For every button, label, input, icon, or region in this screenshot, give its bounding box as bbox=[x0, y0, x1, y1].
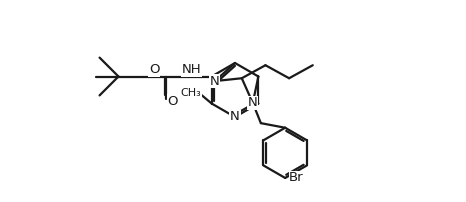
Text: O: O bbox=[149, 63, 159, 76]
Text: NH: NH bbox=[182, 63, 201, 76]
Text: N: N bbox=[248, 96, 258, 109]
Text: N: N bbox=[230, 110, 240, 123]
Text: CH₃: CH₃ bbox=[181, 88, 201, 99]
Text: Br: Br bbox=[289, 171, 304, 184]
Text: N: N bbox=[210, 75, 220, 87]
Text: O: O bbox=[167, 95, 178, 108]
